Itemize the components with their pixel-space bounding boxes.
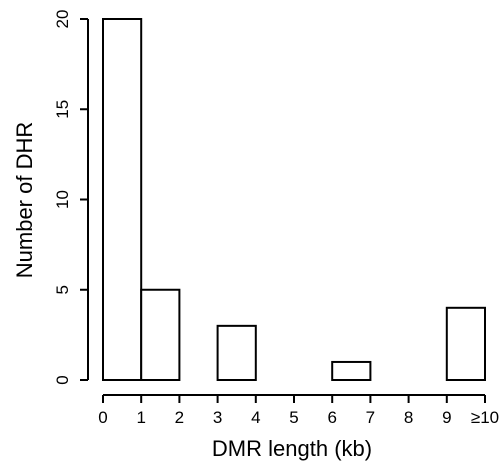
x-axis-title: DMR length (kb): [212, 436, 372, 461]
x-tick-label: 8: [404, 408, 413, 427]
bar-≥9: [445, 306, 486, 381]
y-tick-label: 15: [53, 100, 72, 119]
x-tick-label: 6: [327, 408, 336, 427]
bar-1-2: [140, 288, 181, 381]
bars-group: [102, 18, 486, 382]
y-axis-title: Number of DHR: [12, 122, 37, 278]
x-tick-label: 9: [442, 408, 451, 427]
x-tick-label: 7: [366, 408, 375, 427]
x-tick-label: 4: [251, 408, 260, 427]
x-tick-label: 3: [213, 408, 222, 427]
x-tick-label: 5: [289, 408, 298, 427]
bar-6-7: [331, 360, 372, 382]
y-tick-label: 5: [53, 285, 72, 294]
x-tick-label: 1: [136, 408, 145, 427]
x-axis: 0 1 2 3 4 5 6 7 8 9 ≥10: [98, 394, 499, 427]
x-tick-label: 0: [98, 408, 107, 427]
bar-0-1: [102, 18, 143, 381]
x-tick-label: ≥10: [471, 408, 499, 427]
y-tick-label: 0: [53, 375, 72, 384]
y-tick-label: 10: [53, 190, 72, 209]
y-tick-label: 20: [53, 10, 72, 29]
x-tick-label: 2: [175, 408, 184, 427]
y-axis: 0 5 10 15 20: [53, 10, 89, 385]
bar-3-4: [216, 324, 257, 382]
